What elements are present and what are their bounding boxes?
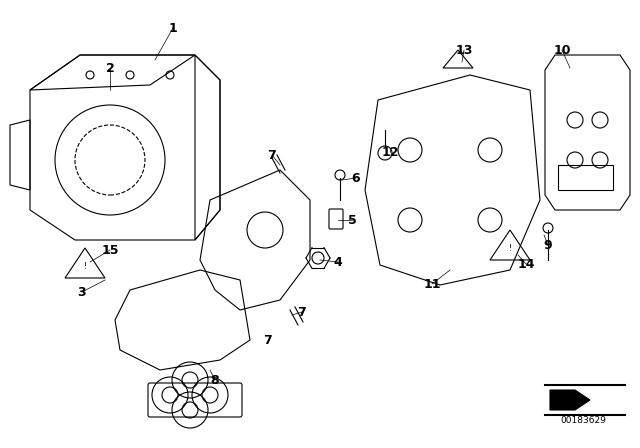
Text: 8: 8 [211,374,220,387]
Text: 5: 5 [348,214,356,227]
Text: 6: 6 [352,172,360,185]
Text: 4: 4 [333,255,342,268]
Text: !: ! [508,244,511,253]
Text: 12: 12 [381,146,399,159]
Text: 00183629: 00183629 [560,415,606,425]
Text: 13: 13 [455,43,473,56]
Text: 7: 7 [264,333,273,346]
Text: 3: 3 [77,285,86,298]
Text: 9: 9 [544,238,552,251]
Text: 15: 15 [101,244,119,257]
Text: 7: 7 [298,306,307,319]
Text: 1: 1 [168,22,177,34]
Text: !: ! [83,262,86,271]
Polygon shape [550,390,590,410]
Text: 11: 11 [423,277,441,290]
Bar [558,165,613,190]
Text: 2: 2 [106,61,115,74]
Text: 14: 14 [517,258,535,271]
Text: 10: 10 [553,43,571,56]
Text: 7: 7 [268,148,276,161]
